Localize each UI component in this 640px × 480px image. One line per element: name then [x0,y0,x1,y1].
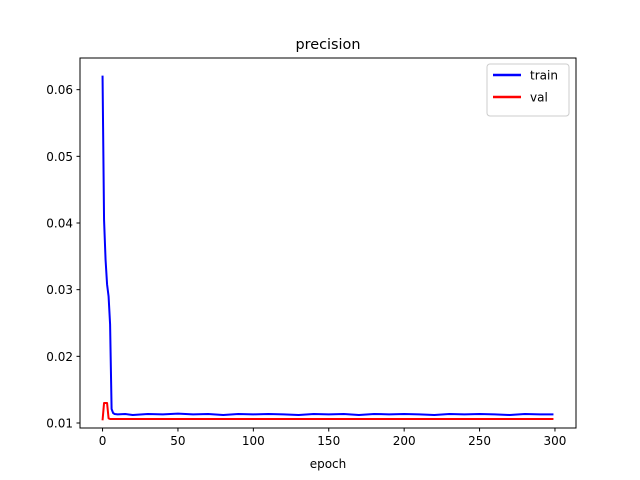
series-line-train [101,75,554,416]
x-tick-label: 200 [393,434,416,448]
legend: train val [486,63,570,117]
chart-title: precision [296,37,361,53]
legend-label-val: val [530,91,548,105]
plot-area-frame [79,57,577,429]
legend-box [486,63,570,117]
y-tick-label: 0.05 [46,150,73,164]
plot-lines [101,75,554,421]
x-tick-label: 0 [99,434,107,448]
y-tick-label: 0.01 [46,417,73,431]
x-axis-label: epoch [310,457,347,471]
y-tick-label: 0.06 [46,83,73,97]
x-tick-label: 100 [242,434,265,448]
legend-label-train: train [530,69,558,83]
x-tick-label: 300 [544,434,567,448]
x-axis: 0 50 100 150 200 250 300 [99,428,567,448]
series-line-val [101,402,554,421]
y-axis: 0.01 0.02 0.03 0.04 0.05 0.06 [46,83,80,431]
x-tick-label: 50 [170,434,185,448]
x-tick-label: 150 [317,434,340,448]
x-tick-label: 250 [468,434,491,448]
y-tick-label: 0.04 [46,217,73,231]
y-tick-label: 0.03 [46,283,73,297]
y-tick-label: 0.02 [46,350,73,364]
